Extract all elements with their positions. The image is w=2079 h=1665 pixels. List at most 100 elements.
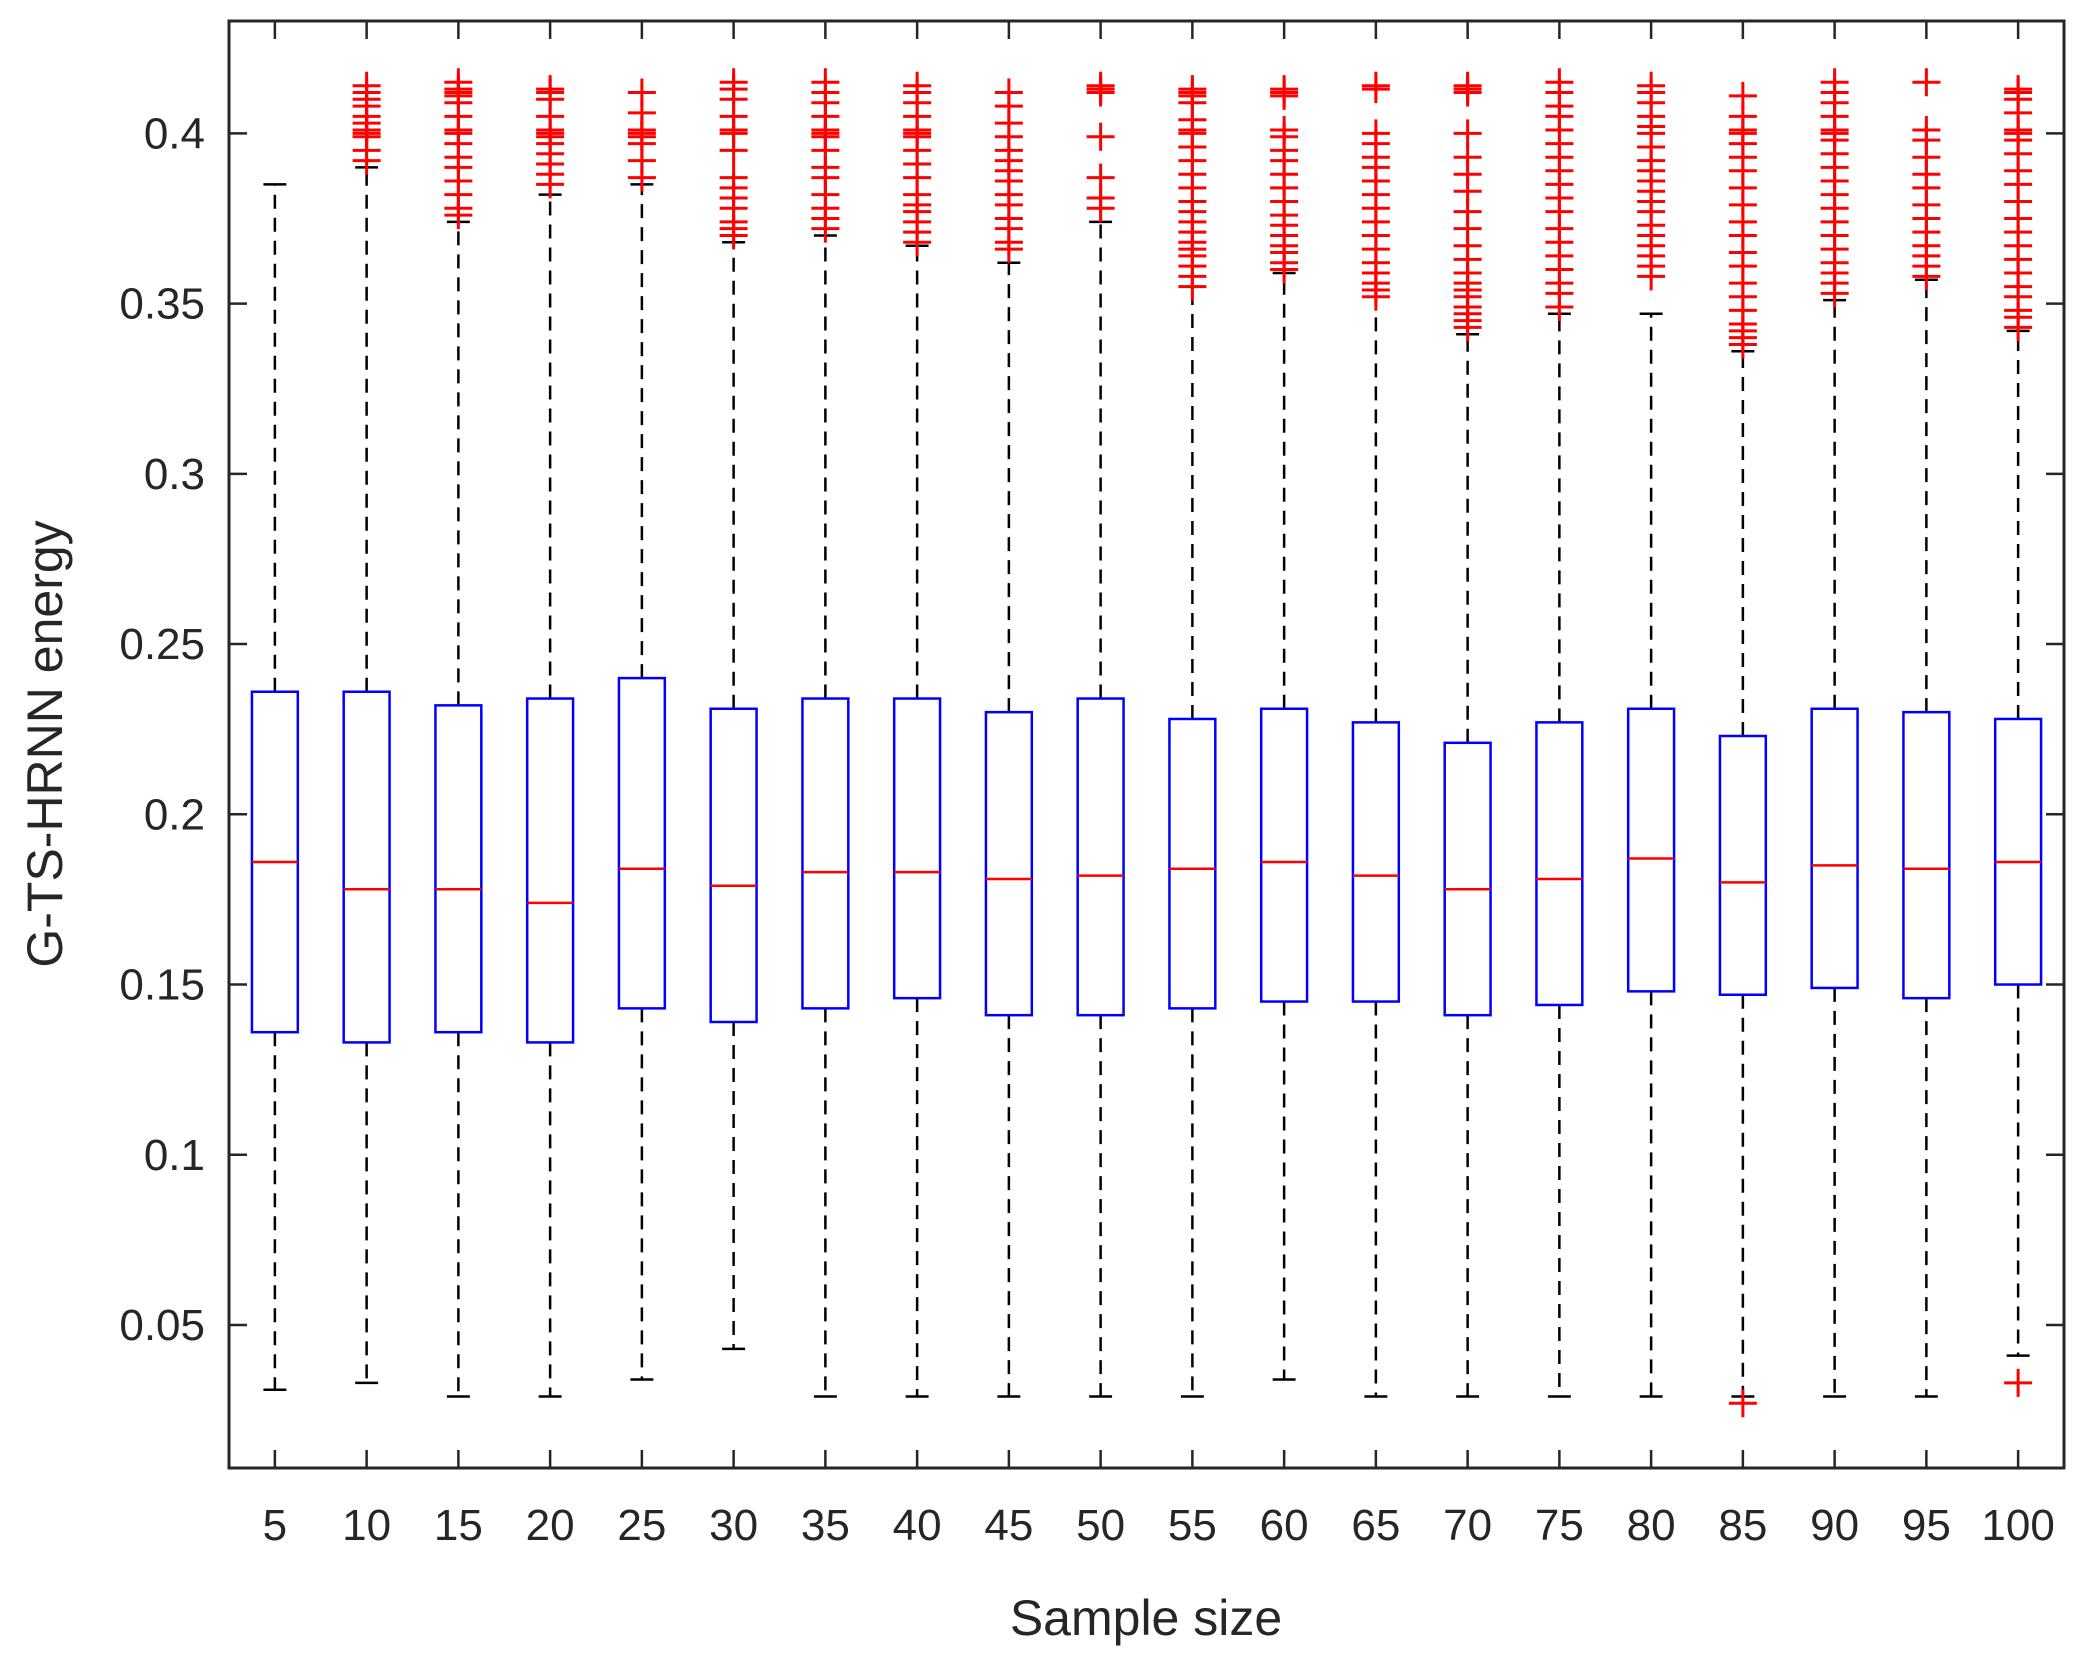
box-group [342,71,391,1385]
x-tick-label: 75 [1535,1501,1584,1550]
outlier-marker [1270,75,1299,104]
box-group [1902,68,1951,1398]
box-group [617,78,667,1381]
x-tick-label: 80 [1627,1501,1676,1550]
x-tick-label: 100 [1981,1501,2054,1550]
box-group [434,68,483,1398]
box-group [525,75,575,1398]
outlier-marker [2004,1368,2033,1397]
x-tick-label: 85 [1718,1501,1767,1550]
x-tick-label: 55 [1168,1501,1217,1550]
box-group [801,68,850,1398]
box-group [709,68,758,1351]
outlier-marker [719,163,748,192]
box-group [1168,75,1217,1398]
y-tick-label: 0.35 [119,280,205,329]
box-iqr [801,697,850,1010]
y-tick-label: 0.3 [144,450,205,499]
outlier-marker [2004,75,2033,104]
x-axis: 5 10 15 20 25 30 35 40 45 50 55 60 65 70 75 80 85 90 95 100 [263,21,2055,1550]
x-tick-label: 15 [434,1501,483,1550]
box-iqr [1902,710,1951,1000]
box-iqr [617,676,667,1010]
box-group [1626,71,1676,1398]
plot-area [229,21,2064,1468]
outlier-marker [1270,115,1299,144]
box-group [984,78,1034,1398]
box-iqr [1259,707,1309,1003]
outlier-marker [1453,119,1482,148]
box-iqr [892,697,942,1000]
box-marks [250,68,2043,1418]
box-iqr [1535,721,1584,1007]
box-iqr [434,704,483,1034]
x-tick-label: 20 [526,1501,575,1550]
y-tick-label: 0.1 [144,1131,205,1180]
box-iqr [525,697,575,1044]
outlier-marker [1086,71,1115,100]
x-tick-label: 65 [1351,1501,1400,1550]
box-group [250,183,300,1391]
x-tick-label: 60 [1260,1501,1309,1550]
outlier-marker [1545,68,1574,97]
box-group [1076,71,1125,1398]
outlier-marker [1361,119,1390,148]
y-tick-label: 0.4 [144,109,205,158]
x-tick-label: 5 [263,1501,287,1550]
y-tick-label: 0.15 [119,961,205,1010]
box-group [1259,75,1309,1381]
x-tick-label: 70 [1443,1501,1492,1550]
y-tick-label: 0.05 [119,1301,205,1350]
outlier-marker [1086,163,1115,192]
y-tick-label: 0.2 [144,790,205,839]
outlier-marker [1912,68,1941,97]
outlier-marker [1820,68,1849,97]
box-iqr [984,710,1034,1017]
box-iqr [1718,734,1768,996]
box-group [1351,71,1401,1398]
box-group [892,71,942,1398]
box-iqr [709,707,758,1024]
box-iqr [1626,707,1676,993]
x-tick-label: 95 [1902,1501,1951,1550]
outlier-marker [444,68,473,97]
outlier-marker [1637,71,1666,100]
x-tick-label: 35 [801,1501,850,1550]
x-tick-label: 40 [893,1501,942,1550]
outlier-marker [1912,115,1941,144]
box-group [1718,81,1768,1418]
x-axis-title: Sample size [1010,1590,1282,1646]
outlier-marker [1178,75,1207,104]
outlier-marker [1728,1389,1757,1418]
outlier-marker [1086,122,1115,151]
box-group [1535,68,1584,1398]
box-group [1810,68,1859,1398]
x-tick-label: 50 [1076,1501,1125,1550]
box-iqr [1810,707,1859,990]
box-iqr [1168,717,1217,1010]
outlier-marker [536,75,565,104]
box-iqr [1993,717,2043,986]
y-tick-label: 0.25 [119,620,205,669]
outlier-marker [811,68,840,97]
outlier-marker [1728,81,1757,110]
y-axis: 0.05 0.1 0.15 0.2 0.25 0.3 0.35 0.4 [119,109,2064,1350]
outlier-marker [903,71,932,100]
x-tick-label: 90 [1810,1501,1859,1550]
box-iqr [342,690,391,1044]
outlier-marker [994,78,1023,107]
box-iqr [1443,741,1492,1017]
x-tick-label: 45 [984,1501,1033,1550]
box-group [1993,75,2043,1397]
y-axis-title: G-TS-HRNN energy [17,520,73,967]
outlier-marker [719,68,748,97]
plot-frame [227,19,2066,1470]
outlier-marker [1361,71,1390,100]
x-tick-label: 30 [709,1501,758,1550]
outlier-marker [352,71,381,100]
outlier-marker [1453,143,1482,172]
outlier-marker [1453,71,1482,100]
outlier-marker [627,78,656,107]
x-tick-label: 25 [617,1501,666,1550]
